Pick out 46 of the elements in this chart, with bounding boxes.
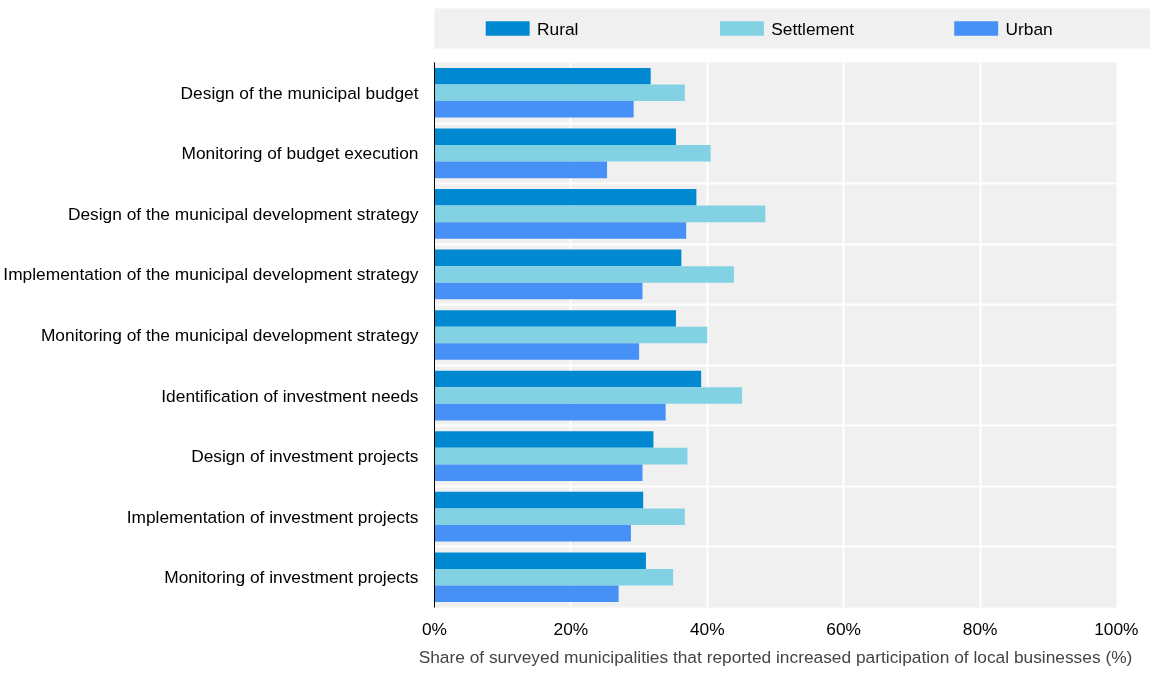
bar [434, 67, 651, 85]
bar [434, 282, 643, 300]
x-tick-label: 60% [826, 618, 862, 639]
bar [434, 343, 640, 360]
bar [434, 101, 634, 118]
x-tick-label: 100% [1094, 618, 1139, 639]
bar [434, 508, 685, 525]
bar [434, 568, 674, 586]
x-tick-label: 80% [962, 618, 998, 639]
bar [434, 222, 687, 239]
y-tick-label: Design of the municipal development strategy [67, 203, 419, 224]
x-tick-label: 20% [553, 618, 589, 639]
x-tick-label: 0% [421, 618, 448, 639]
y-tick-label: Monitoring of investment projects [164, 567, 419, 588]
bar [434, 310, 676, 327]
bar [434, 161, 608, 179]
bar [434, 189, 697, 206]
y-tick-label: Design of investment projects [191, 446, 419, 467]
bar [434, 84, 685, 102]
y-tick-label: Design of the municipal budget [180, 82, 419, 103]
bar [434, 585, 619, 603]
y-tick-label: Monitoring of the municipal development strategy [40, 325, 419, 345]
y-tick-label: Implementation of the municipal development strategy [3, 264, 419, 285]
bar [434, 491, 644, 509]
bar [434, 128, 676, 146]
bar [434, 431, 654, 448]
bar [434, 464, 643, 481]
bar [434, 266, 734, 283]
bar [434, 205, 766, 223]
bar [434, 403, 666, 421]
bar [434, 524, 631, 542]
bar [434, 552, 646, 569]
legend-label: Urban [1005, 18, 1053, 39]
legend-label: Rural [536, 18, 579, 39]
bar [434, 387, 743, 404]
y-tick-label: Monitoring of budget execution [181, 143, 419, 164]
x-tick-label: 40% [689, 618, 725, 639]
bar [434, 145, 711, 162]
y-tick-label: Identification of investment needs [161, 385, 419, 406]
y-tick-label: Implementation of investment projects [126, 506, 419, 527]
x-axis-title: Share of surveyed municipalities that reported increased participation of local businesses (%) [418, 646, 1133, 667]
legend-label: Settlement [771, 18, 855, 39]
bar [434, 370, 702, 388]
bar [434, 326, 708, 344]
bar [434, 447, 688, 465]
bar [434, 249, 682, 267]
